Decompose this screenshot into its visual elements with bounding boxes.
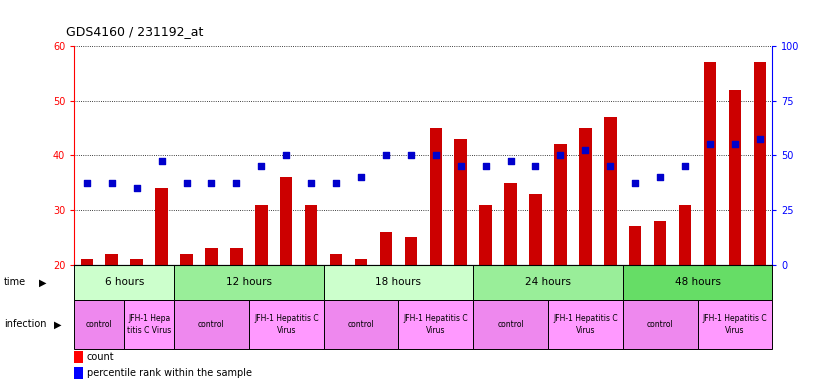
Bar bbox=[548, 300, 623, 349]
Text: GDS4160 / 231192_at: GDS4160 / 231192_at bbox=[66, 25, 203, 38]
Bar bbox=[604, 117, 616, 265]
Point bbox=[678, 163, 691, 169]
Bar bbox=[74, 265, 174, 300]
Text: JFH-1 Hepatitis C
Virus: JFH-1 Hepatitis C Virus bbox=[403, 314, 468, 334]
Point bbox=[404, 152, 417, 159]
Bar bbox=[205, 248, 218, 265]
Point bbox=[753, 136, 767, 142]
Bar bbox=[249, 300, 324, 349]
Point bbox=[579, 147, 592, 153]
Point bbox=[379, 152, 392, 159]
Text: ▶: ▶ bbox=[39, 278, 46, 288]
Point bbox=[430, 152, 443, 159]
Text: JFH-1 Hepatitis C
Virus: JFH-1 Hepatitis C Virus bbox=[254, 314, 319, 334]
Bar bbox=[280, 177, 292, 265]
Bar bbox=[155, 188, 168, 265]
Bar bbox=[697, 300, 772, 349]
Point bbox=[305, 180, 318, 186]
Text: JFH-1 Hepa
titis C Virus: JFH-1 Hepa titis C Virus bbox=[127, 314, 171, 334]
Text: control: control bbox=[348, 320, 374, 329]
Bar bbox=[753, 63, 766, 265]
Point bbox=[504, 158, 517, 164]
Point bbox=[205, 180, 218, 186]
Point bbox=[330, 180, 343, 186]
Point bbox=[230, 180, 243, 186]
Bar bbox=[554, 144, 567, 265]
Text: percentile rank within the sample: percentile rank within the sample bbox=[87, 367, 252, 377]
Bar bbox=[623, 300, 697, 349]
Text: 18 hours: 18 hours bbox=[375, 278, 421, 288]
Bar bbox=[529, 194, 542, 265]
Text: control: control bbox=[198, 320, 225, 329]
Point bbox=[553, 152, 567, 159]
Text: control: control bbox=[497, 320, 524, 329]
Text: 6 hours: 6 hours bbox=[105, 278, 144, 288]
Bar bbox=[380, 232, 392, 265]
Bar bbox=[324, 265, 473, 300]
Point bbox=[354, 174, 368, 180]
Bar bbox=[454, 139, 467, 265]
Text: JFH-1 Hepatitis C
Virus: JFH-1 Hepatitis C Virus bbox=[553, 314, 618, 334]
Bar bbox=[430, 128, 442, 265]
Text: count: count bbox=[87, 352, 115, 362]
Text: 12 hours: 12 hours bbox=[225, 278, 272, 288]
Bar bbox=[106, 254, 118, 265]
Bar bbox=[704, 63, 716, 265]
Text: infection: infection bbox=[4, 319, 46, 329]
Bar bbox=[324, 300, 398, 349]
Bar bbox=[124, 300, 174, 349]
Point bbox=[155, 158, 169, 164]
Point bbox=[729, 141, 742, 147]
Point bbox=[80, 180, 93, 186]
Point bbox=[454, 163, 468, 169]
Bar bbox=[180, 254, 192, 265]
Text: time: time bbox=[4, 278, 26, 288]
Point bbox=[629, 180, 642, 186]
Bar bbox=[629, 226, 642, 265]
Bar bbox=[479, 205, 491, 265]
Text: control: control bbox=[647, 320, 673, 329]
Bar bbox=[473, 265, 623, 300]
Bar bbox=[74, 351, 83, 363]
Bar bbox=[623, 265, 772, 300]
Text: ▶: ▶ bbox=[54, 319, 61, 329]
Bar bbox=[81, 259, 93, 265]
Bar bbox=[174, 265, 324, 300]
Point bbox=[254, 163, 268, 169]
Point bbox=[529, 163, 542, 169]
Bar bbox=[505, 183, 517, 265]
Text: 48 hours: 48 hours bbox=[675, 278, 720, 288]
Point bbox=[653, 174, 667, 180]
Bar bbox=[74, 300, 124, 349]
Point bbox=[280, 152, 293, 159]
Point bbox=[704, 141, 717, 147]
Point bbox=[105, 180, 118, 186]
Bar bbox=[230, 248, 243, 265]
Bar bbox=[579, 128, 591, 265]
Bar bbox=[174, 300, 249, 349]
Point bbox=[180, 180, 193, 186]
Bar bbox=[679, 205, 691, 265]
Text: 24 hours: 24 hours bbox=[525, 278, 571, 288]
Bar bbox=[305, 205, 317, 265]
Bar bbox=[330, 254, 342, 265]
Point bbox=[604, 163, 617, 169]
Bar bbox=[405, 237, 417, 265]
Bar bbox=[355, 259, 368, 265]
Text: JFH-1 Hepatitis C
Virus: JFH-1 Hepatitis C Virus bbox=[703, 314, 767, 334]
Bar bbox=[473, 300, 548, 349]
Bar bbox=[74, 367, 83, 379]
Bar bbox=[654, 221, 667, 265]
Bar bbox=[255, 205, 268, 265]
Bar bbox=[729, 90, 741, 265]
Point bbox=[479, 163, 492, 169]
Text: control: control bbox=[86, 320, 112, 329]
Point bbox=[130, 185, 143, 191]
Bar bbox=[398, 300, 473, 349]
Bar bbox=[131, 259, 143, 265]
